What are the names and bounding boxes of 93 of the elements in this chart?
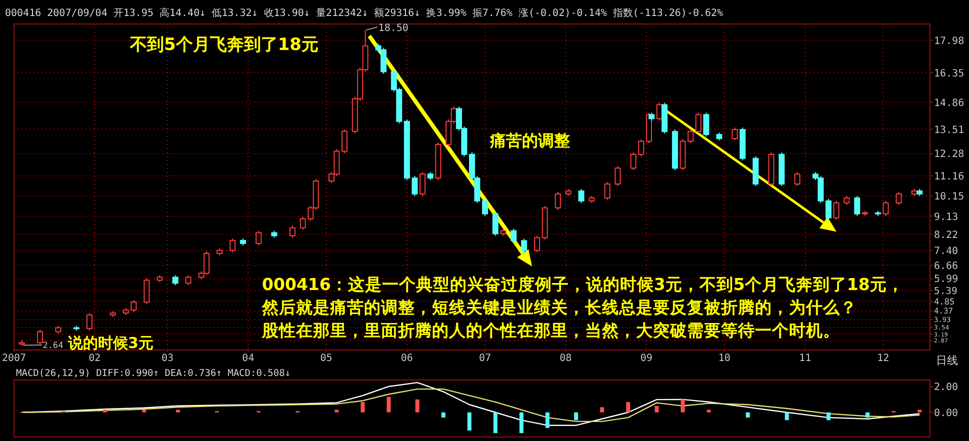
y-tick-label: 16.35 <box>934 68 964 80</box>
candlestick <box>289 225 296 238</box>
bar <box>654 406 659 412</box>
candlestick <box>492 211 498 236</box>
annotation: 18.50 <box>378 22 408 34</box>
bar <box>360 402 365 412</box>
candlestick <box>703 112 710 138</box>
x-tick-label: 11 <box>799 353 812 364</box>
annotation: 不到5个月飞奔到了18元 <box>129 35 318 55</box>
y-tick-label: 17.98 <box>934 36 964 47</box>
x-tick-label: 10 <box>718 353 730 364</box>
candlestick <box>172 274 178 286</box>
x-tick-label: 03 <box>162 353 174 364</box>
annotation: 2.64 <box>42 341 64 351</box>
candlestick <box>896 191 902 206</box>
candlestick <box>695 112 702 134</box>
annotation: 股性在那里，里面折腾的人的个性在那里，当然，大突破需要等待一个时机。 <box>261 321 840 340</box>
candlestick <box>230 238 236 253</box>
bar <box>746 412 750 418</box>
bar <box>826 412 831 420</box>
x-tick-label: 07 <box>478 353 492 364</box>
y-tick-label: 10.15 <box>934 192 964 203</box>
candlestick <box>144 278 150 305</box>
candlestick <box>614 166 621 187</box>
y-tick-label: 5.39 <box>934 286 958 298</box>
candlestick <box>521 238 528 255</box>
annotation: 然后就是痛苦的调整，短线关键是业绩关，长线总是要反复被折腾的，为什么？ <box>261 298 857 317</box>
bar <box>142 410 146 412</box>
x-tick-label: 02 <box>88 353 101 364</box>
candlestick <box>604 182 610 200</box>
bar <box>441 412 446 418</box>
y-tick-label: 13.51 <box>934 124 964 136</box>
text: 000416 2007/09/04 开13.95 高14.40↓ 低13.32↓ 收13.90↓ 量212342↓ 额29316↓ 换3.99% 振7.76% 涨(-0.02)-0.14% 指数(-113.26)-0.62% <box>5 7 724 19</box>
candlestick <box>578 188 584 204</box>
bar <box>519 412 524 434</box>
x-tick-label: 09 <box>640 353 652 364</box>
y-tick-label: 2.00 <box>934 382 958 394</box>
bar <box>493 412 498 434</box>
bar <box>706 410 711 412</box>
candlestick <box>510 228 517 244</box>
candlestick <box>732 127 738 141</box>
y-tick-label: 8.22 <box>934 230 958 241</box>
candlestick <box>534 235 540 253</box>
candlestick <box>420 172 426 196</box>
annotation: 说的时候3元 <box>67 334 154 352</box>
y-tick-label: 7.40 <box>934 246 958 258</box>
candlestick <box>854 195 860 216</box>
x-tick-label: 05 <box>320 353 332 364</box>
candlestick <box>833 200 840 220</box>
bar <box>415 399 420 412</box>
bar <box>784 412 789 420</box>
candlestick <box>185 274 192 286</box>
annotation: 000416：这是一个典型的兴奋过度例子，说的时候3元，不到5个月飞奔到了18元， <box>262 275 904 294</box>
bar <box>103 410 108 412</box>
candlestick <box>341 128 348 154</box>
candlestick <box>37 329 44 346</box>
candlestick <box>882 200 889 216</box>
bar <box>176 410 180 412</box>
candlestick <box>554 191 561 210</box>
text: 日线 <box>936 354 958 367</box>
y-tick-label: 11.16 <box>934 171 964 182</box>
y-tick-label: 0.00 <box>934 408 958 419</box>
bar <box>918 410 922 412</box>
bar <box>334 410 339 412</box>
bar <box>574 412 578 420</box>
candlestick <box>826 198 832 220</box>
y-tick-label: 14.86 <box>934 98 964 109</box>
bar <box>545 412 550 428</box>
annotation: 痛苦的调整 <box>489 131 570 150</box>
candlestick <box>86 312 92 332</box>
line-series <box>21 382 920 426</box>
bar <box>386 396 391 412</box>
candlestick <box>794 172 800 187</box>
line-series <box>21 388 920 422</box>
candlestick <box>412 176 418 196</box>
y-tick-label: 9.13 <box>934 212 958 223</box>
y-tick-label: 12.28 <box>934 149 964 160</box>
bar <box>626 402 630 412</box>
bar <box>680 399 685 412</box>
x-tick-label: 12 <box>877 353 890 364</box>
candlestick <box>482 198 488 216</box>
x-tick-label: 04 <box>242 353 254 364</box>
y-tick-label: 6.66 <box>934 260 958 272</box>
x-tick-label: 08 <box>560 353 572 364</box>
chart-title: MACD(26,12,9) DIFF:0.990↑ DEA:0.736↑ MACD:0.508↓ <box>16 368 291 379</box>
y-tick-label: 5.99 <box>934 274 958 286</box>
bar <box>866 412 870 418</box>
y-tick-label: 4.85 <box>934 297 955 308</box>
bar <box>467 412 472 431</box>
x-tick-label: 2007 <box>2 353 26 364</box>
x-tick-label: 06 <box>400 353 413 364</box>
bar <box>600 407 604 412</box>
candlestick <box>256 230 262 246</box>
